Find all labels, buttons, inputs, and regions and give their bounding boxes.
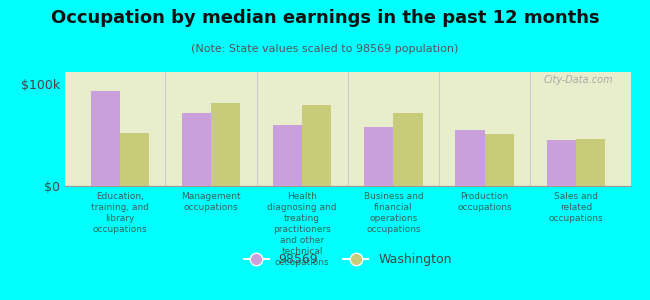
Text: City-Data.com: City-Data.com — [544, 75, 614, 85]
Bar — [484, 134, 514, 186]
Bar — [90, 91, 120, 186]
Bar — [211, 103, 240, 186]
Bar — [576, 139, 605, 186]
Text: (Note: State values scaled to 98569 population): (Note: State values scaled to 98569 popu… — [191, 44, 459, 53]
Bar — [547, 140, 576, 186]
Legend: 98569, Washington: 98569, Washington — [239, 248, 457, 271]
Text: Occupation by median earnings in the past 12 months: Occupation by median earnings in the pas… — [51, 9, 599, 27]
Bar — [120, 133, 149, 186]
Bar — [393, 113, 422, 186]
Bar — [364, 127, 393, 186]
Bar — [273, 125, 302, 186]
Bar — [456, 130, 484, 186]
Bar — [182, 113, 211, 186]
Bar — [302, 105, 332, 186]
